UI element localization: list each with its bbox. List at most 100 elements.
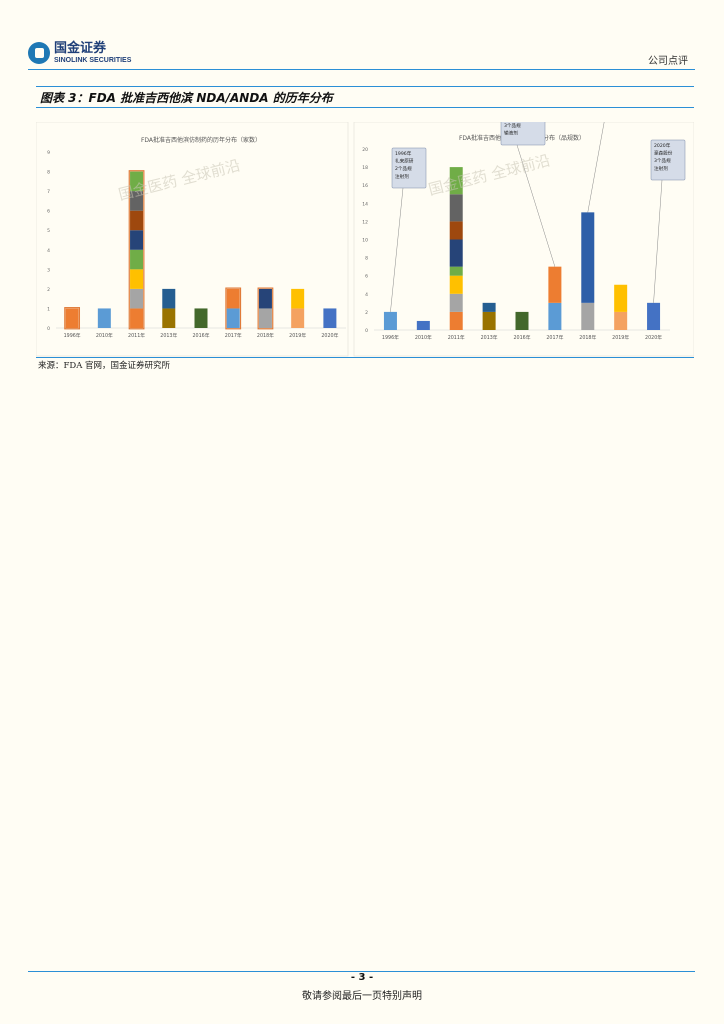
bar-segment bbox=[130, 308, 144, 328]
y-tick-label: 4 bbox=[47, 248, 50, 254]
y-tick-label: 1 bbox=[47, 306, 50, 312]
figure-source: 来源：FDA 官网，国金证券研究所 bbox=[38, 361, 171, 371]
header-rule bbox=[28, 69, 695, 70]
annotation-box bbox=[650, 139, 686, 181]
bar-segment bbox=[291, 308, 305, 328]
logo-name-cn: 国金证券 bbox=[54, 41, 107, 56]
bar-segment bbox=[130, 171, 144, 192]
y-tick-label: 6 bbox=[47, 209, 50, 215]
bar-segment bbox=[258, 308, 272, 328]
x-tick-label: 1996年 bbox=[64, 332, 81, 339]
bar-segment bbox=[65, 308, 79, 328]
annotation-text: 2个品规 bbox=[395, 165, 412, 172]
x-tick-label: 2017年 bbox=[546, 334, 563, 341]
bar-segment bbox=[416, 320, 430, 330]
bar-segment bbox=[449, 293, 463, 312]
company-logo: 国金证券 SINOLINK SECURITIES bbox=[28, 42, 131, 64]
bar-segment bbox=[130, 249, 144, 270]
bar-segment bbox=[258, 288, 272, 309]
document-type: 公司点评 bbox=[648, 56, 688, 67]
bar-segment bbox=[647, 302, 661, 330]
x-tick-label: 2020年 bbox=[645, 334, 662, 341]
bar-outline bbox=[257, 287, 274, 330]
annotation-text: 注射剂 bbox=[654, 165, 668, 172]
y-tick-label: 20 bbox=[362, 147, 368, 153]
bar-segment bbox=[449, 311, 463, 330]
bar-segment bbox=[226, 288, 240, 309]
bar-segment bbox=[581, 302, 595, 330]
source-rule bbox=[36, 357, 694, 358]
x-tick-label: 2011年 bbox=[128, 332, 145, 339]
x-tick-label: 2019年 bbox=[289, 332, 306, 339]
annotation-text: 注射剂 bbox=[395, 173, 409, 180]
footer-disclaimer: 敬请参阅最后一页特别声明 bbox=[302, 991, 422, 1002]
annotation-leader bbox=[653, 179, 663, 303]
annotation-leader bbox=[587, 122, 605, 213]
y-tick-label: 4 bbox=[365, 292, 368, 298]
annotation-leader bbox=[390, 187, 404, 312]
bar-segment bbox=[482, 302, 496, 312]
annotation-text: 3个品规 bbox=[504, 122, 521, 129]
x-tick-label: 2020年 bbox=[321, 332, 338, 339]
annotation-text: 2020年 bbox=[654, 142, 671, 149]
annotation-text: 礼来原研 bbox=[395, 158, 414, 165]
bar-segment bbox=[449, 194, 463, 222]
bar-segment bbox=[449, 239, 463, 267]
logo-icon bbox=[28, 42, 50, 64]
y-tick-label: 10 bbox=[362, 238, 368, 244]
y-tick-label: 9 bbox=[47, 150, 50, 156]
bar-segment bbox=[449, 275, 463, 294]
bar-segment bbox=[194, 308, 208, 328]
bar-outline bbox=[64, 307, 81, 330]
y-tick-label: 5 bbox=[47, 228, 50, 234]
bar-segment bbox=[383, 311, 397, 330]
y-tick-label: 16 bbox=[362, 183, 368, 189]
bar-segment bbox=[162, 308, 176, 328]
figure-title: 图表 3：FDA 批准吉西他滨 NDA/ANDA 的历年分布 bbox=[40, 91, 333, 105]
bar-segment bbox=[482, 311, 496, 330]
annotation-text: 输液剂 bbox=[504, 129, 518, 136]
y-tick-label: 12 bbox=[362, 219, 368, 225]
annotation-text: 豪森股份 bbox=[654, 150, 673, 157]
y-tick-label: 6 bbox=[365, 274, 368, 280]
y-tick-label: 8 bbox=[47, 170, 50, 176]
x-tick-label: 2010年 bbox=[96, 332, 113, 339]
page-number: - 3 - bbox=[350, 972, 374, 983]
figure-charts: FDA批准吉西他滨仿制药的历年分布（家数） 0 1 2 3 4 5 6 7 8 9 1996年 2010… bbox=[36, 122, 694, 358]
x-tick-label: 1996年 bbox=[382, 334, 399, 341]
bar-segment bbox=[614, 311, 628, 330]
annotation-text: 1996年 bbox=[395, 150, 412, 157]
x-tick-label: 2017年 bbox=[225, 332, 242, 339]
x-tick-label: 2013年 bbox=[160, 332, 177, 339]
y-tick-label: 2 bbox=[47, 287, 50, 293]
bar-segment bbox=[449, 266, 463, 276]
bar-outline bbox=[225, 287, 242, 330]
bar-segment bbox=[614, 284, 628, 312]
annotation-box bbox=[500, 122, 546, 146]
bar-segment bbox=[130, 191, 144, 211]
x-tick-label: 2011年 bbox=[448, 334, 465, 341]
bar-segment bbox=[548, 302, 562, 330]
figure-title-bar: 图表 3：FDA 批准吉西他滨 NDA/ANDA 的历年分布 bbox=[36, 86, 694, 108]
bar-segment bbox=[130, 230, 144, 250]
bar-segment bbox=[130, 210, 144, 231]
y-tick-label: 7 bbox=[47, 189, 50, 195]
y-tick-label: 14 bbox=[362, 201, 368, 207]
bar-segment bbox=[226, 308, 240, 328]
y-tick-label: 18 bbox=[362, 165, 368, 171]
bar-segment bbox=[581, 212, 595, 303]
y-tick-label: 3 bbox=[47, 267, 50, 273]
chart-title: FDA批准吉西他滨仿制药的历年分布（家数） bbox=[141, 136, 261, 144]
y-tick-label: 0 bbox=[47, 326, 50, 332]
x-tick-label: 2010年 bbox=[415, 334, 432, 341]
bar-outline bbox=[128, 170, 145, 330]
bar-segment bbox=[449, 167, 463, 195]
bar-segment bbox=[130, 269, 144, 289]
footer-rule bbox=[28, 971, 695, 972]
bar-segment bbox=[548, 266, 562, 303]
bar-segment bbox=[515, 311, 529, 330]
bar-segment bbox=[97, 308, 111, 328]
x-tick-label: 2013年 bbox=[481, 334, 498, 341]
x-tick-label: 2018年 bbox=[257, 332, 274, 339]
